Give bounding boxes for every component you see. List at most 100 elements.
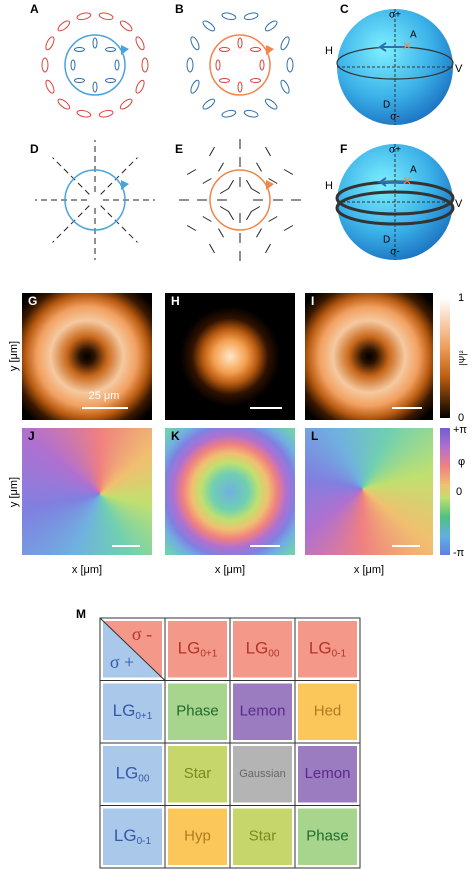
polarization-line bbox=[202, 216, 212, 222]
polarization-ellipse bbox=[286, 57, 294, 73]
lg-main: LG bbox=[114, 826, 137, 845]
state-arrow bbox=[376, 177, 405, 187]
panel-label: L bbox=[311, 429, 318, 443]
pattern-name: Lemon bbox=[305, 765, 351, 782]
sphere-label: V bbox=[455, 198, 463, 210]
lg-main: LG bbox=[113, 701, 136, 720]
polarization-ellipse bbox=[45, 36, 55, 51]
sphere-label: σ- bbox=[390, 112, 400, 123]
polarization-ellipse bbox=[76, 109, 92, 118]
panel-label: M bbox=[76, 607, 86, 621]
polarization-line bbox=[52, 205, 90, 243]
arrow bbox=[266, 180, 274, 190]
table-cell bbox=[168, 683, 227, 740]
table-cell bbox=[103, 746, 162, 803]
polarization-line bbox=[251, 206, 261, 212]
pattern-name: Lemon bbox=[240, 703, 286, 720]
polarization-ellipse bbox=[190, 79, 200, 94]
table-cell bbox=[168, 746, 227, 803]
polarization-line bbox=[268, 216, 278, 222]
y-label: y [μm] bbox=[8, 477, 20, 507]
lg-mode: LG0+1 bbox=[113, 701, 153, 721]
polarization-ellipse bbox=[98, 109, 114, 118]
arrow bbox=[266, 45, 274, 55]
lg-sub: 0-1 bbox=[137, 835, 152, 846]
x-label: x [μm] bbox=[72, 564, 102, 576]
corner-diagonal bbox=[99, 617, 166, 681]
vortex-circle bbox=[64, 169, 126, 231]
polarization-ellipse bbox=[215, 59, 221, 71]
polarization-line bbox=[209, 243, 215, 254]
lg-sub: 0+1 bbox=[200, 648, 217, 659]
panel-label: I bbox=[311, 294, 314, 308]
colorbar-label: +π bbox=[453, 424, 467, 436]
polarization-line bbox=[228, 179, 234, 189]
vortex-circle bbox=[209, 34, 271, 96]
y-label: y [μm] bbox=[8, 341, 20, 371]
lg-main: LG bbox=[309, 639, 332, 658]
polarization-ellipse bbox=[41, 57, 49, 73]
lg-sub: 0-1 bbox=[332, 648, 347, 659]
state-marker: ✕ bbox=[402, 39, 412, 53]
table-cell bbox=[298, 808, 357, 865]
panel-label: G bbox=[28, 294, 37, 308]
polarization-ellipse bbox=[76, 12, 92, 21]
panel-label: A bbox=[30, 2, 39, 16]
polarization-ellipse bbox=[105, 46, 117, 52]
table-cell bbox=[298, 683, 357, 740]
scale-bars bbox=[82, 407, 422, 547]
lg-mode: LG0+1 bbox=[178, 639, 218, 659]
image-h bbox=[165, 293, 295, 420]
x-label: x [μm] bbox=[215, 564, 245, 576]
polarization-line bbox=[265, 146, 271, 157]
colorbar-label: 0 bbox=[458, 412, 464, 424]
table-cell bbox=[298, 746, 357, 803]
colorbar-title: |Ψ|² bbox=[457, 350, 467, 365]
pattern-name: Phase bbox=[176, 703, 219, 720]
vortex-circle bbox=[64, 34, 126, 96]
polarization-ellipse bbox=[202, 20, 216, 32]
panel-label: D bbox=[30, 142, 39, 156]
polarization-ellipse bbox=[98, 12, 114, 21]
pattern-name: Hyp bbox=[184, 828, 211, 845]
table-cell bbox=[233, 621, 292, 678]
corner-label: σ - bbox=[132, 624, 152, 644]
polarization-ellipse bbox=[264, 20, 278, 32]
polarization-ellipse bbox=[119, 20, 133, 32]
lg-mode: LG00 bbox=[246, 639, 280, 659]
panel-label: C bbox=[340, 2, 349, 16]
polarization-line bbox=[268, 178, 278, 184]
table-cell bbox=[298, 621, 357, 678]
polarization-line bbox=[52, 157, 90, 195]
sphere-label: A bbox=[410, 165, 417, 176]
state-marker: ✕ bbox=[402, 174, 412, 188]
polarization-ellipse bbox=[237, 37, 243, 49]
intensity-colorbar bbox=[440, 298, 450, 418]
polarization-ellipse bbox=[190, 36, 200, 51]
sphere-label: σ- bbox=[390, 247, 400, 258]
colorbar-label: 1 bbox=[458, 292, 464, 304]
arrow bbox=[121, 180, 129, 190]
polarization-line bbox=[209, 146, 215, 157]
lg-main: LG bbox=[246, 639, 269, 658]
lg-mode: LG0-1 bbox=[309, 639, 347, 659]
polarization-line bbox=[219, 188, 229, 194]
polarization-line bbox=[246, 211, 252, 221]
polarization-line bbox=[256, 228, 262, 238]
polarization-ellipse bbox=[70, 59, 76, 71]
vortex-circle bbox=[209, 169, 271, 231]
polarization-ellipse bbox=[73, 46, 85, 52]
colorbar-title: φ bbox=[458, 456, 465, 468]
pattern-name: Gaussian bbox=[239, 768, 285, 780]
table-cell bbox=[233, 683, 292, 740]
polarization-ellipse bbox=[141, 57, 149, 73]
polarization-ellipse bbox=[114, 59, 120, 71]
table-cell bbox=[233, 746, 292, 803]
lg-sub: 00 bbox=[138, 773, 150, 784]
polarization-ellipse bbox=[218, 46, 230, 52]
polarization-ellipse bbox=[280, 79, 290, 94]
polarization-line bbox=[100, 205, 138, 243]
table-cell bbox=[168, 621, 227, 678]
polarization-ellipse bbox=[250, 78, 262, 84]
